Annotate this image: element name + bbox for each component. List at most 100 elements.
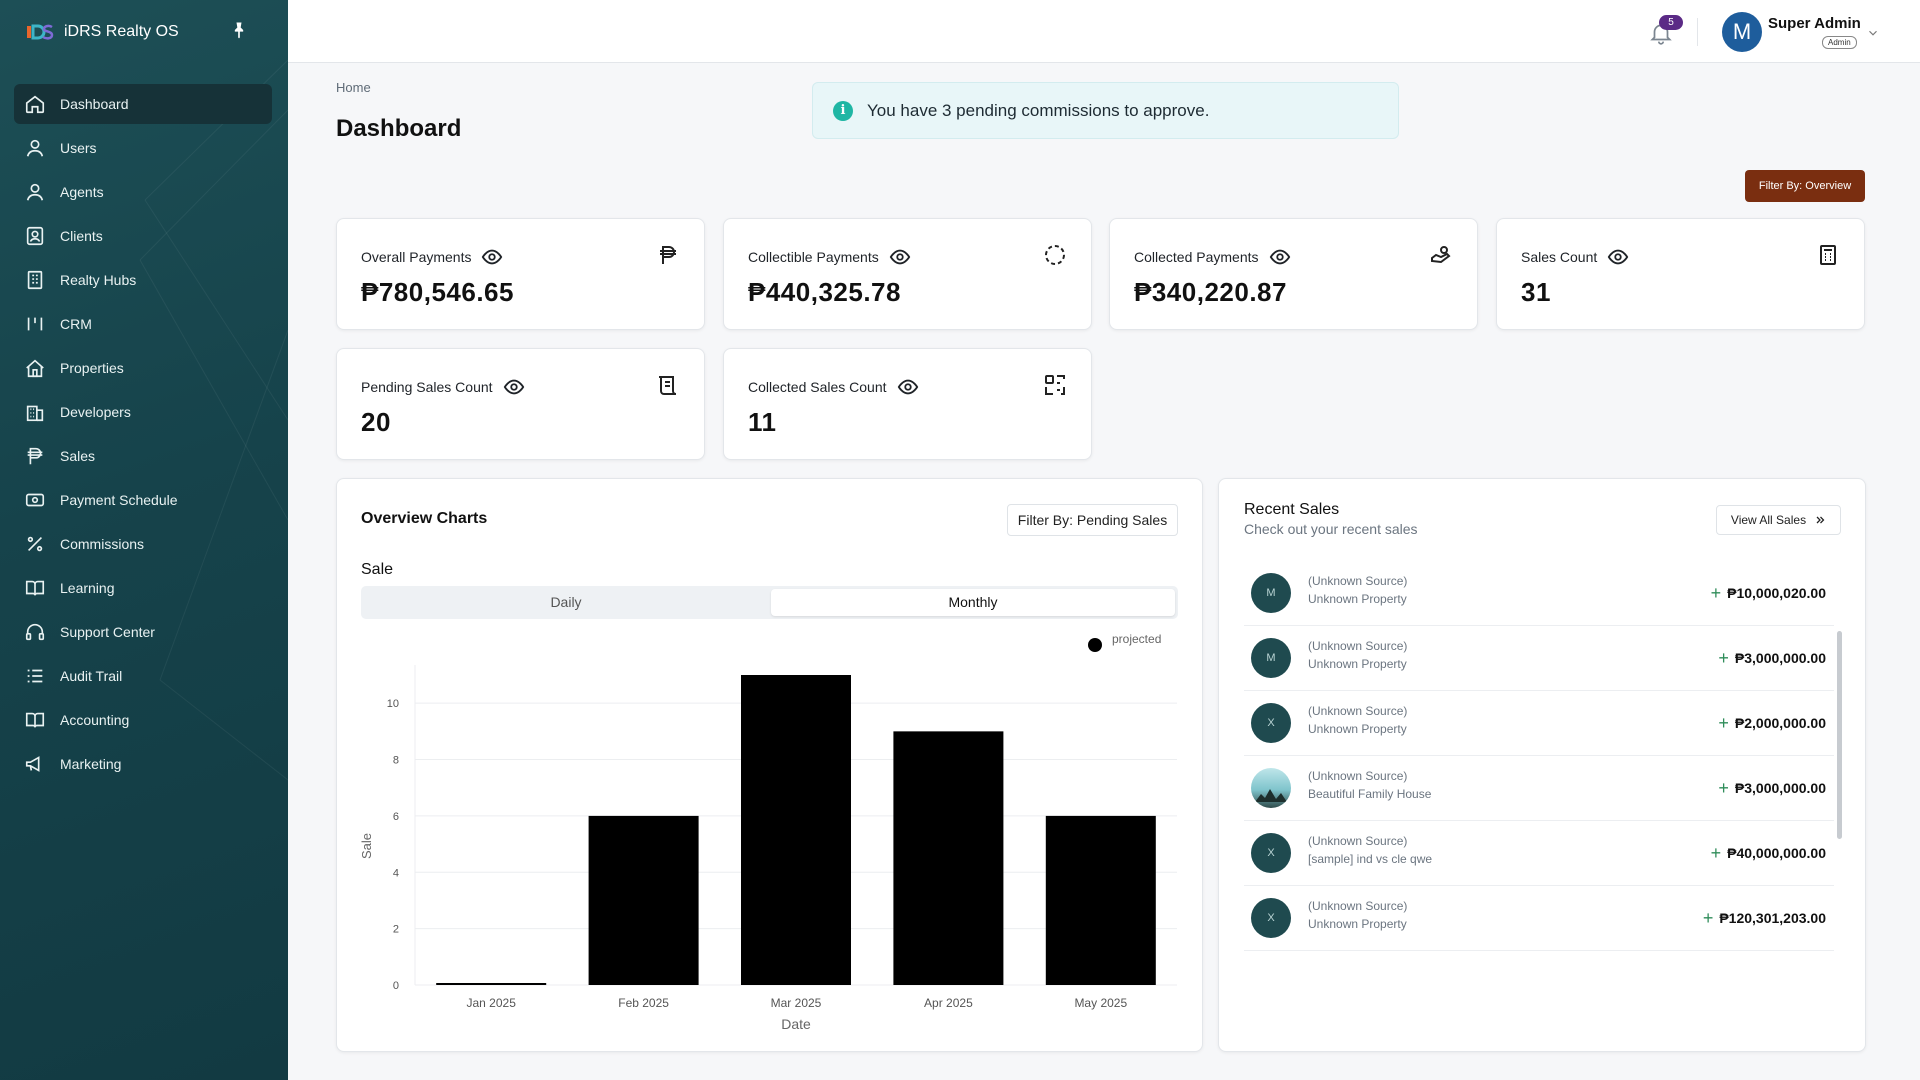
sale-amount-value: ₱10,000,020.00	[1727, 585, 1826, 601]
sidebar-item-accounting[interactable]: Accounting	[14, 700, 272, 740]
y-axis-label: Sale	[359, 833, 374, 859]
recent-sales-list: M (Unknown Source) Unknown Property + ₱10…	[1244, 561, 1834, 951]
stat-label: Sales Count	[1521, 249, 1598, 265]
percent-icon	[27, 536, 43, 552]
app-name: iDRS Realty OS	[64, 23, 179, 40]
sidebar-item-commissions[interactable]: Commissions	[14, 524, 272, 564]
alert-message: You have 3 pending commissions to approv…	[867, 100, 1210, 120]
sidebar-item-agents[interactable]: Agents	[14, 172, 272, 212]
eye-icon[interactable]	[481, 246, 503, 268]
sidebar-item-sales[interactable]: Sales	[14, 436, 272, 476]
recent-sales-subtitle: Check out your recent sales	[1244, 521, 1418, 537]
user-icon	[26, 183, 44, 201]
cash-icon	[25, 493, 45, 507]
x-tick-label: Mar 2025	[771, 996, 822, 1010]
sidebar-item-support-center[interactable]: Support Center	[14, 612, 272, 652]
stat-value: 31	[1521, 277, 1551, 307]
sale-property: Unknown Property	[1308, 657, 1407, 671]
eye-icon[interactable]	[503, 376, 525, 398]
header-divider	[1697, 18, 1698, 46]
list-item[interactable]: M (Unknown Source) Unknown Property + ₱3,…	[1244, 626, 1834, 691]
filter-pending-sales-button[interactable]: Filter By: Pending Sales	[1007, 504, 1178, 536]
sidebar-item-crm[interactable]: CRM	[14, 304, 272, 344]
sidebar-item-label: Properties	[60, 360, 124, 376]
property-thumbnail	[1251, 768, 1291, 808]
brand-logo-icon	[26, 21, 54, 43]
chevron-down-icon[interactable]	[1866, 26, 1880, 40]
sidebar-item-dashboard[interactable]: Dashboard	[14, 84, 272, 124]
sidebar-item-realty-hubs[interactable]: Realty Hubs	[14, 260, 272, 300]
contact-card-icon	[26, 226, 44, 246]
eye-icon[interactable]	[889, 246, 911, 268]
tab-daily[interactable]: Daily	[550, 594, 582, 610]
list-item[interactable]: X (Unknown Source) [sample] ind vs cle q…	[1244, 821, 1834, 886]
list-item[interactable]: (Unknown Source) Beautiful Family House …	[1244, 756, 1834, 821]
legend-marker	[1088, 638, 1102, 652]
sidebar-item-label: Realty Hubs	[60, 272, 137, 288]
list-item[interactable]: X (Unknown Source) Unknown Property + ₱2,…	[1244, 691, 1834, 756]
filter-overview-button[interactable]: Filter By: Overview	[1745, 170, 1865, 202]
pin-icon[interactable]	[229, 20, 249, 40]
tab-monthly[interactable]: Monthly	[771, 589, 1175, 616]
chart-section-label: Sale	[361, 561, 394, 578]
sidebar-item-clients[interactable]: Clients	[14, 216, 272, 256]
sidebar-item-developers[interactable]: Developers	[14, 392, 272, 432]
eye-icon[interactable]	[1269, 246, 1291, 268]
stat-label-row: Collectible Payments	[748, 246, 911, 268]
loader-icon	[1045, 245, 1065, 265]
view-all-sales-button[interactable]: View All Sales	[1716, 505, 1841, 535]
user-name[interactable]: Super Admin	[1768, 15, 1861, 32]
sidebar-item-learning[interactable]: Learning	[14, 568, 272, 608]
sale-property: Unknown Property	[1308, 917, 1407, 931]
office-icon	[26, 405, 44, 422]
x-tick-label: Jan 2025	[467, 996, 517, 1010]
sale-amount-value: ₱120,301,203.00	[1719, 910, 1826, 926]
house-icon	[26, 359, 44, 378]
scroll-icon	[659, 376, 677, 395]
peso-icon	[27, 447, 43, 465]
eye-icon[interactable]	[897, 376, 919, 398]
megaphone-icon	[25, 756, 40, 772]
sale-source: (Unknown Source)	[1308, 899, 1408, 913]
bar	[741, 675, 851, 985]
list-item[interactable]: M (Unknown Source) Unknown Property + ₱10…	[1244, 561, 1834, 626]
stat-label-row: Collected Payments	[1134, 246, 1291, 268]
y-tick-label: 10	[387, 698, 399, 710]
pending-commissions-alert: i You have 3 pending commissions to appr…	[812, 82, 1399, 139]
recent-sales-title: Recent Sales	[1244, 501, 1340, 518]
avatar: X	[1251, 833, 1291, 873]
plus-icon: +	[1718, 648, 1729, 668]
chevrons-right-icon	[1816, 516, 1825, 524]
y-tick-label: 2	[393, 924, 399, 936]
sidebar-nav: Dashboard Users Agents Clients Realty Hu…	[14, 84, 272, 788]
avatar[interactable]: M	[1722, 12, 1762, 52]
sidebar-item-label: Sales	[60, 448, 96, 464]
sidebar-decoration	[139, 59, 288, 781]
sidebar-item-payment-schedule[interactable]: Payment Schedule	[14, 480, 272, 520]
book-icon	[25, 580, 45, 596]
list-item[interactable]: X (Unknown Source) Unknown Property + ₱12…	[1244, 886, 1834, 951]
recent-sales-panel: Recent Sales Check out your recent sales…	[1218, 478, 1866, 1052]
sale-amount: + ₱3,000,000.00	[1718, 648, 1826, 668]
sidebar-item-users[interactable]: Users	[14, 128, 272, 168]
sidebar-item-label: Marketing	[60, 756, 122, 772]
stat-label-row: Pending Sales Count	[361, 376, 525, 398]
sidebar-item-marketing[interactable]: Marketing	[14, 744, 272, 784]
sidebar-item-audit-trail[interactable]: Audit Trail	[14, 656, 272, 696]
sidebar-item-label: Users	[60, 140, 97, 156]
sidebar-item-label: Agents	[60, 184, 104, 200]
sales-bar-chart: 0 2 4 6 8 10 Jan 2025 Feb 2025 Mar 2025 Apr 2025 M…	[359, 632, 1177, 1032]
sale-amount: + ₱3,000,000.00	[1718, 779, 1826, 797]
stat-value: ₱780,546.65	[361, 277, 514, 307]
plus-icon: +	[1718, 713, 1729, 733]
sale-amount-value: ₱3,000,000.00	[1734, 780, 1826, 796]
breadcrumb[interactable]: Home	[336, 80, 371, 95]
brand[interactable]: iDRS Realty OS	[26, 18, 179, 46]
sidebar-item-properties[interactable]: Properties	[14, 348, 272, 388]
eye-icon[interactable]	[1607, 246, 1629, 268]
stat-value: ₱440,325.78	[748, 277, 901, 307]
scrollbar[interactable]	[1837, 631, 1842, 839]
user-icon	[26, 139, 44, 157]
sidebar-item-label: Dashboard	[60, 96, 129, 112]
list-icon	[27, 669, 43, 683]
